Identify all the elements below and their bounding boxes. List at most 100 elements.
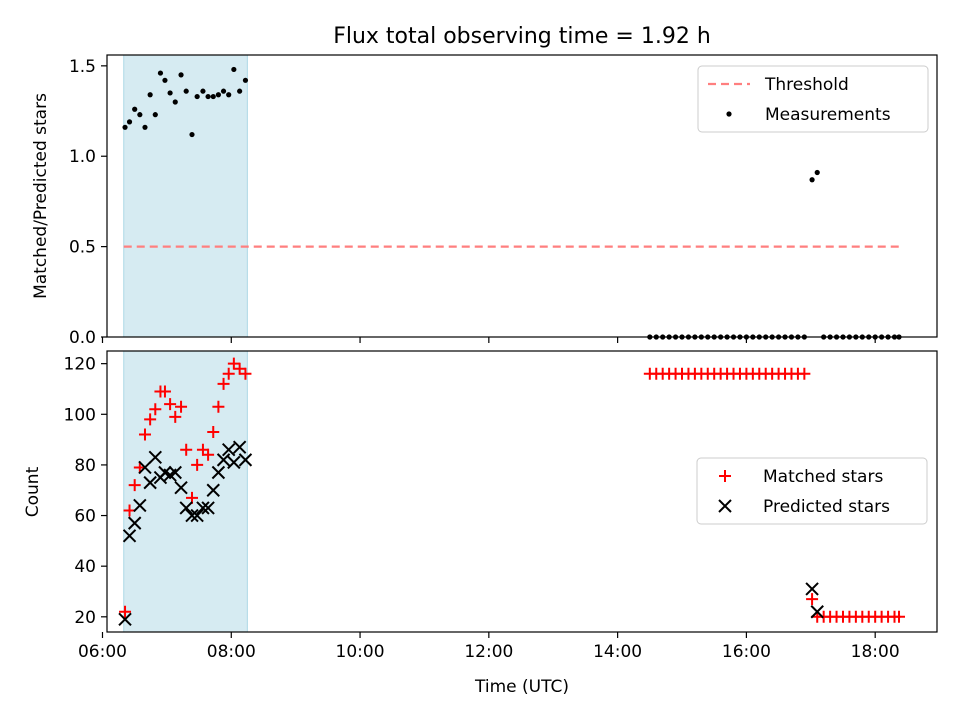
x-tick-label: 16:00 bbox=[722, 642, 771, 662]
predicted-stars-point bbox=[201, 501, 215, 515]
matched-stars-point bbox=[180, 443, 193, 456]
predicted-stars-point bbox=[211, 465, 226, 480]
matched-stars-point bbox=[212, 400, 225, 413]
axes-frame bbox=[106, 350, 938, 633]
matched-stars-point bbox=[202, 448, 215, 461]
y-tick-label: 1.0 bbox=[69, 147, 96, 167]
matched-stars-point bbox=[128, 479, 141, 492]
matched-stars-point bbox=[149, 403, 162, 416]
panel-counts-axes: 20 40 60 80 100 120 06:00 08:00 10:00 12:00 14:00 1… bbox=[64, 350, 938, 662]
y-tick-label: 1.5 bbox=[69, 57, 96, 77]
legend-predicted-marker bbox=[718, 499, 732, 513]
matched-stars-point bbox=[798, 367, 811, 380]
predicted-stars-point bbox=[168, 465, 182, 480]
series-predicted-stars bbox=[118, 440, 824, 627]
panel-ratio-axes: 0.0 0.5 1.0 1.5 bbox=[69, 54, 938, 348]
x-axis-label: Time (UTC) bbox=[474, 677, 569, 697]
measurement-point bbox=[189, 131, 195, 138]
predicted-stars-point bbox=[185, 508, 199, 523]
matched-stars-point bbox=[207, 426, 220, 439]
predicted-stars-point bbox=[174, 480, 188, 495]
measurement-point bbox=[152, 112, 158, 118]
matched-stars-point bbox=[196, 443, 209, 456]
axes-frame bbox=[106, 54, 938, 338]
measurement-point bbox=[122, 124, 128, 130]
measurement-point bbox=[226, 92, 232, 98]
legend-count: Matched stars Predicted stars bbox=[696, 457, 928, 525]
legend-matched-label: Matched stars bbox=[763, 467, 883, 487]
measurement-point bbox=[132, 106, 138, 112]
measurement-point bbox=[178, 72, 184, 78]
matched-stars-point bbox=[158, 385, 171, 398]
series-measurements bbox=[122, 66, 902, 340]
x-tick-label: 08:00 bbox=[207, 642, 256, 662]
measurement-point bbox=[215, 92, 221, 98]
x-tick-label: 18:00 bbox=[851, 642, 900, 662]
predicted-stars-point bbox=[216, 453, 231, 467]
x-tick-label: 06:00 bbox=[78, 642, 127, 662]
matched-stars-point bbox=[191, 458, 204, 471]
measurement-point bbox=[137, 112, 143, 118]
legend-predicted-label: Predicted stars bbox=[763, 497, 890, 517]
observing-window-span bbox=[123, 54, 248, 338]
x-tick-label: 10:00 bbox=[336, 642, 385, 662]
measurement-point bbox=[231, 66, 237, 73]
measurement-point bbox=[194, 93, 200, 100]
panel-counts: 20 40 60 80 100 120 06:00 08:00 10:00 12:00 14:00 1… bbox=[23, 350, 938, 697]
predicted-stars-point bbox=[138, 460, 152, 475]
matched-stars-point bbox=[217, 377, 230, 390]
matched-stars-point bbox=[239, 367, 252, 380]
matched-stars-point bbox=[806, 593, 819, 606]
measurement-point bbox=[220, 88, 227, 94]
legend-box bbox=[696, 457, 928, 525]
measurement-point bbox=[205, 93, 211, 100]
measurement-point bbox=[814, 169, 820, 176]
legend-measurements-marker bbox=[726, 111, 732, 117]
legend-ratio: Threshold Measurements bbox=[697, 65, 929, 133]
matched-stars-point bbox=[169, 410, 182, 423]
y-tick-label: 0.0 bbox=[69, 328, 96, 348]
legend-measurements-label: Measurements bbox=[765, 105, 891, 125]
measurement-point bbox=[809, 177, 815, 183]
measurement-point bbox=[210, 93, 216, 100]
panel-ratio: 0.0 0.5 1.0 1.5 Matched/Predicted stars Thr… bbox=[31, 54, 938, 348]
matched-stars-point bbox=[119, 605, 132, 618]
y-tick-label: 80 bbox=[74, 456, 96, 476]
measurement-point bbox=[167, 90, 173, 96]
legend-matched-marker bbox=[719, 470, 731, 482]
measurement-point bbox=[162, 77, 168, 83]
measurement-point bbox=[126, 119, 133, 125]
matched-stars-point bbox=[227, 357, 240, 370]
measurement-point bbox=[142, 124, 148, 130]
matched-stars-point bbox=[233, 362, 246, 375]
predicted-stars-point bbox=[190, 508, 204, 523]
predicted-stars-point bbox=[238, 453, 253, 467]
panel-ratio-plot-area bbox=[122, 54, 902, 340]
measurement-point bbox=[183, 88, 189, 94]
y-tick-label: 120 bbox=[64, 355, 96, 375]
matched-stars-point bbox=[164, 398, 177, 411]
predicted-stars-point bbox=[232, 440, 247, 454]
predicted-stars-point bbox=[122, 529, 137, 543]
y-axis-label-ratio: Matched/Predicted stars bbox=[31, 93, 51, 299]
legend-threshold-label: Threshold bbox=[764, 75, 849, 95]
y-tick-label: 60 bbox=[74, 507, 96, 527]
predicted-stars-point bbox=[227, 455, 241, 470]
measurement-point bbox=[242, 77, 249, 83]
y-tick-label: 20 bbox=[74, 608, 96, 628]
matched-stars-point bbox=[222, 367, 235, 380]
predicted-stars-point bbox=[127, 516, 142, 530]
measurement-point bbox=[172, 99, 178, 105]
predicted-stars-point bbox=[805, 582, 819, 596]
predicted-stars-point bbox=[196, 501, 210, 515]
x-tick-label: 12:00 bbox=[464, 642, 513, 662]
predicted-stars-point bbox=[179, 501, 193, 515]
panel-counts-plot-area bbox=[118, 350, 906, 633]
legend-box bbox=[697, 65, 929, 133]
matched-stars-point bbox=[893, 610, 906, 623]
measurement-point bbox=[200, 88, 206, 94]
figure-title: Flux total observing time = 1.92 h bbox=[333, 24, 711, 49]
predicted-stars-point bbox=[221, 443, 236, 457]
predicted-stars-point bbox=[118, 612, 132, 627]
predicted-stars-point bbox=[133, 498, 147, 513]
